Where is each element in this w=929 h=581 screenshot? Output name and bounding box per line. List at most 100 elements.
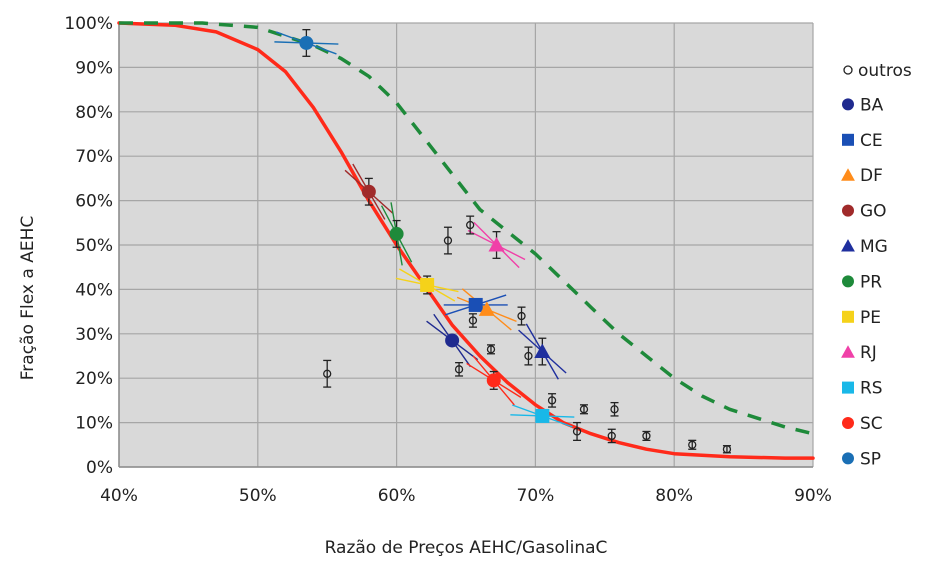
state-point-sp bbox=[299, 29, 314, 57]
state-marker-pr bbox=[389, 226, 404, 241]
state-marker-ba bbox=[445, 333, 460, 348]
outros-marker bbox=[468, 316, 478, 325]
outros-marker bbox=[610, 405, 619, 414]
outros-point bbox=[607, 428, 616, 444]
state-marker-df bbox=[478, 301, 495, 316]
state-point-pr bbox=[389, 219, 404, 248]
state-marker-rs bbox=[535, 408, 550, 423]
state-point-pe bbox=[420, 275, 435, 295]
outros-point bbox=[468, 313, 478, 328]
legend-label-ce: CE bbox=[860, 131, 883, 151]
legend-item-ba: BA bbox=[842, 95, 884, 115]
x-axis-title: Razão de Preços AEHC/GasolinaC bbox=[325, 538, 608, 558]
legend-label-go: GO bbox=[860, 202, 887, 222]
outros-point bbox=[610, 401, 619, 417]
curves bbox=[117, 21, 815, 460]
legend-marker-pe bbox=[842, 310, 854, 323]
state-point-sc bbox=[486, 370, 501, 390]
outros-marker bbox=[579, 405, 589, 414]
state-marker-pe bbox=[420, 277, 435, 292]
legend-item-pr: PR bbox=[842, 272, 882, 292]
outros-point bbox=[722, 445, 732, 454]
outros-point bbox=[323, 359, 332, 388]
outros-point bbox=[579, 404, 589, 415]
legend-marker-ba bbox=[842, 98, 854, 111]
data-points bbox=[299, 29, 732, 454]
state-point-go bbox=[361, 177, 376, 206]
state-point-rj bbox=[488, 231, 505, 259]
outros-point bbox=[572, 421, 582, 442]
legend-marker-sp bbox=[842, 452, 854, 465]
outros-point bbox=[688, 439, 697, 450]
tick-labels: 0% 10% 20% 30% 40% 50% 60% 70% 80% 90% 100% 40% 50% 6… bbox=[64, 14, 832, 506]
state-point-rs bbox=[535, 408, 550, 423]
y-tick-label: 100% bbox=[64, 14, 113, 34]
legend: outros BA CE DF GO MG PR PE RJ RS SC SP bbox=[841, 61, 912, 469]
y-tick-label: 30% bbox=[75, 325, 113, 345]
legend-label-rj: RJ bbox=[860, 343, 877, 363]
outros-marker bbox=[486, 345, 496, 354]
legend-marker-ce bbox=[842, 133, 854, 146]
state-marker-sc bbox=[486, 373, 501, 388]
outros-marker bbox=[454, 365, 464, 374]
x-tick-label: 80% bbox=[655, 486, 693, 506]
legend-item-rs: RS bbox=[842, 379, 883, 399]
outros-point bbox=[443, 226, 453, 255]
state-point-mg bbox=[534, 337, 551, 366]
y-tick-label: 90% bbox=[75, 58, 113, 78]
y-axis-title: Fração Flex a AEHC bbox=[18, 216, 38, 381]
legend-marker-df bbox=[841, 168, 855, 181]
outros-point bbox=[524, 346, 533, 366]
legend-label-sc: SC bbox=[860, 414, 883, 434]
legend-item-sc: SC bbox=[842, 414, 883, 434]
y-tick-label: 80% bbox=[75, 103, 113, 123]
state-marker-ce bbox=[468, 297, 483, 312]
legend-label-ba: BA bbox=[860, 95, 884, 115]
state-point-ba bbox=[445, 333, 460, 348]
x-tick-label: 60% bbox=[378, 486, 416, 506]
legend-item-ce: CE bbox=[842, 131, 883, 151]
y-tick-label: 50% bbox=[75, 236, 113, 256]
outros-marker bbox=[688, 440, 697, 449]
outros-point bbox=[466, 215, 475, 235]
y-tick-label: 0% bbox=[86, 458, 113, 478]
y-tick-label: 10% bbox=[75, 414, 113, 434]
outros-point bbox=[454, 362, 464, 377]
legend-item-sp: SP bbox=[842, 449, 881, 469]
legend-item-pe: PE bbox=[842, 308, 881, 328]
outros-marker bbox=[443, 236, 453, 245]
x-tick-label: 70% bbox=[517, 486, 555, 506]
outros-point bbox=[486, 344, 496, 355]
legend-item-go: GO bbox=[842, 202, 887, 222]
outros-marker bbox=[517, 311, 526, 321]
outros-marker bbox=[524, 351, 533, 361]
x-tick-label: 90% bbox=[794, 486, 832, 506]
legend-label-pe: PE bbox=[860, 308, 881, 328]
legend-marker-mg bbox=[841, 239, 855, 252]
outros-marker bbox=[642, 431, 651, 441]
legend-marker-rj bbox=[841, 345, 855, 358]
y-tick-label: 40% bbox=[75, 280, 113, 300]
grid bbox=[118, 22, 814, 468]
outros-point bbox=[642, 430, 651, 442]
state-marker-sp bbox=[299, 35, 314, 50]
legend-item-rj: RJ bbox=[841, 343, 877, 363]
outros-marker bbox=[572, 427, 582, 436]
outros-marker bbox=[323, 369, 332, 378]
outros-marker bbox=[607, 431, 616, 441]
legend-item-mg: MG bbox=[841, 237, 888, 257]
x-tick-label: 50% bbox=[239, 486, 277, 506]
state-marker-rj bbox=[488, 236, 505, 252]
legend-marker-sc bbox=[842, 417, 854, 429]
outros-point bbox=[547, 393, 557, 408]
outros-marker bbox=[722, 445, 732, 454]
legend-label-df: DF bbox=[860, 166, 883, 186]
outros-point bbox=[517, 306, 526, 326]
y-tick-label: 60% bbox=[75, 192, 113, 212]
legend-item-df: DF bbox=[841, 166, 883, 186]
legend-item-outros: outros bbox=[843, 61, 912, 81]
state-point-df bbox=[478, 301, 495, 316]
legend-marker-outros bbox=[843, 65, 853, 75]
legend-marker-go bbox=[842, 204, 854, 217]
